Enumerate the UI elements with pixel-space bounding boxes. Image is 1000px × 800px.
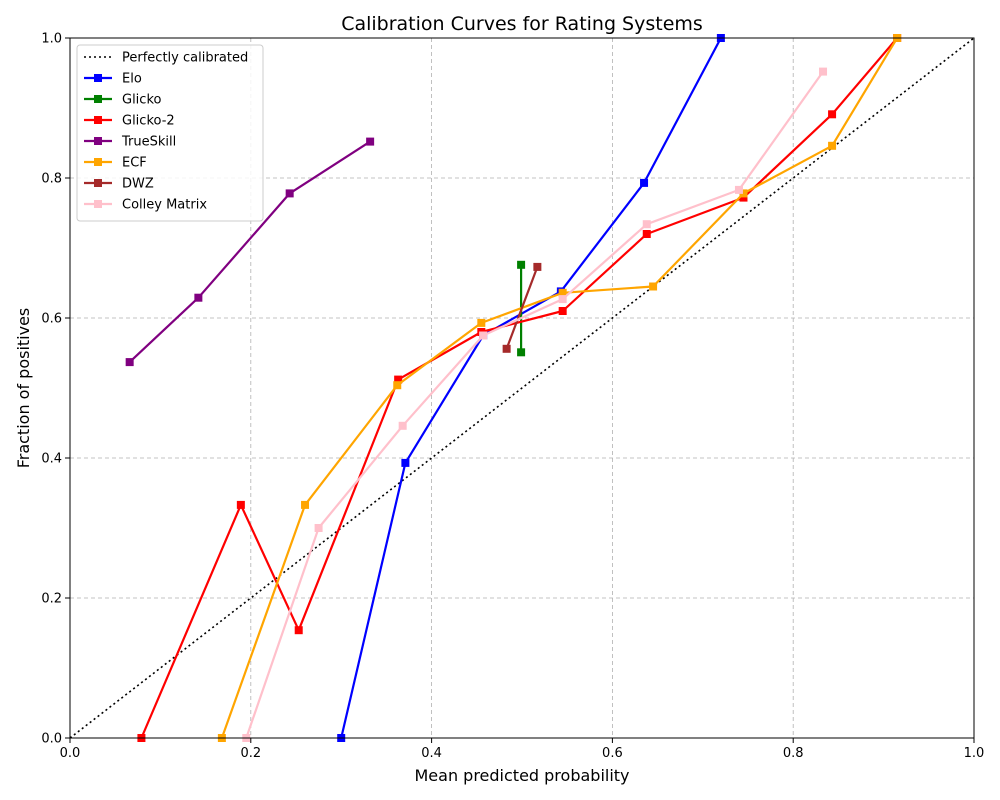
- data-point-trueskill: [366, 137, 375, 146]
- x-tick-label: 0.0: [60, 746, 81, 761]
- legend-item-colley-matrix: Colley Matrix: [84, 198, 207, 213]
- legend-item-glicko-2: Glicko-2: [84, 114, 175, 129]
- data-point-ecf: [649, 282, 658, 291]
- legend-label: DWZ: [122, 177, 154, 192]
- legend-marker: [94, 158, 102, 166]
- data-point-dwz: [502, 344, 511, 353]
- data-point-trueskill: [194, 293, 203, 302]
- data-point-glicko-2: [236, 500, 245, 509]
- legend-label: Colley Matrix: [122, 198, 207, 213]
- data-point-elo: [401, 458, 410, 467]
- data-point-ecf: [558, 288, 567, 297]
- data-point-ecf: [828, 141, 837, 150]
- legend-label: Glicko-2: [122, 114, 175, 129]
- y-tick-label: 0.8: [41, 172, 62, 187]
- y-tick-label: 0.6: [41, 312, 62, 327]
- reference-line-group: [69, 37, 975, 739]
- legend-item-dwz: DWZ: [84, 177, 154, 192]
- data-point-ecf: [393, 381, 402, 390]
- data-point-glicko-2: [642, 230, 651, 238]
- legend-item-elo: Elo: [84, 72, 142, 87]
- data-point-colley-matrix: [734, 185, 743, 194]
- data-point-colley-matrix: [479, 331, 488, 340]
- series-trueskill: [125, 137, 375, 367]
- legend-item-ecf: ECF: [84, 156, 147, 171]
- legend-marker: [94, 74, 102, 82]
- data-point-colley-matrix: [398, 421, 407, 430]
- legend: Perfectly calibrated Elo Glicko Glicko-2 Tru…: [76, 44, 264, 222]
- legend-label: Glicko: [122, 93, 162, 108]
- x-tick-label: 0.6: [602, 746, 623, 761]
- data-point-elo: [640, 178, 649, 187]
- x-tick-label: 0.4: [421, 746, 442, 761]
- data-point-ecf: [301, 500, 310, 509]
- series-line-colley-matrix: [245, 70, 824, 739]
- series-group: [125, 34, 902, 742]
- y-axis-label: Fraction of positives: [14, 308, 33, 469]
- series-line-glicko-2: [140, 37, 898, 739]
- y-tick-label: 1.0: [41, 32, 62, 47]
- legend-item-glicko: Glicko: [84, 93, 162, 108]
- y-tick-label: 0.2: [41, 592, 62, 607]
- data-point-ecf: [739, 189, 748, 198]
- legend-marker: [94, 200, 102, 208]
- x-tick-label: 1.0: [964, 746, 985, 761]
- data-point-ecf: [477, 318, 486, 327]
- x-tick-label: 0.8: [783, 746, 804, 761]
- series-dwz: [502, 262, 542, 353]
- y-axis-ticks: 0.0 0.2 0.4 0.6 0.8 1.0: [41, 32, 70, 747]
- legend-item-trueskill: TrueSkill: [84, 135, 176, 150]
- data-point-trueskill: [285, 189, 294, 198]
- perfectly-calibrated-line: [69, 37, 975, 739]
- y-tick-label: 0.4: [41, 452, 62, 467]
- data-point-dwz: [533, 262, 542, 271]
- data-point-glicko-2: [294, 626, 303, 635]
- data-point-colley-matrix: [642, 220, 651, 229]
- legend-marker: [94, 179, 102, 187]
- chart-title: Calibration Curves for Rating Systems: [341, 13, 703, 35]
- x-tick-label: 0.2: [240, 746, 261, 761]
- legend-label: ECF: [122, 156, 147, 171]
- legend-box: [76, 44, 264, 222]
- series-colley-matrix: [242, 67, 828, 742]
- data-point-glicko-2: [739, 193, 748, 202]
- plot-frame: [69, 37, 975, 739]
- legend-label: Perfectly calibrated: [122, 51, 248, 66]
- data-point-colley-matrix: [558, 295, 567, 304]
- series-line-dwz: [505, 266, 539, 350]
- data-point-trueskill: [125, 358, 134, 367]
- data-point-glicko-2: [828, 110, 837, 119]
- data-point-glicko: [517, 260, 526, 269]
- data-point-colley-matrix: [819, 67, 828, 76]
- data-point-glicko-2: [394, 375, 403, 384]
- legend-item-perfectly-calibrated: Perfectly calibrated: [84, 51, 248, 66]
- y-tick-label: 0.0: [41, 732, 62, 747]
- data-point-glicko: [517, 348, 526, 357]
- legend-label: TrueSkill: [121, 135, 176, 150]
- legend-marker: [94, 137, 102, 145]
- data-point-colley-matrix: [314, 524, 323, 532]
- x-axis-label: Mean predicted probability: [414, 766, 629, 785]
- legend-marker: [94, 95, 102, 103]
- legend-label: Elo: [122, 72, 142, 87]
- series-line-trueskill: [128, 140, 371, 363]
- data-point-glicko-2: [558, 307, 567, 315]
- x-axis-ticks: 0.0 0.2 0.4 0.6 0.8 1.0: [60, 738, 985, 761]
- legend-marker: [94, 116, 102, 124]
